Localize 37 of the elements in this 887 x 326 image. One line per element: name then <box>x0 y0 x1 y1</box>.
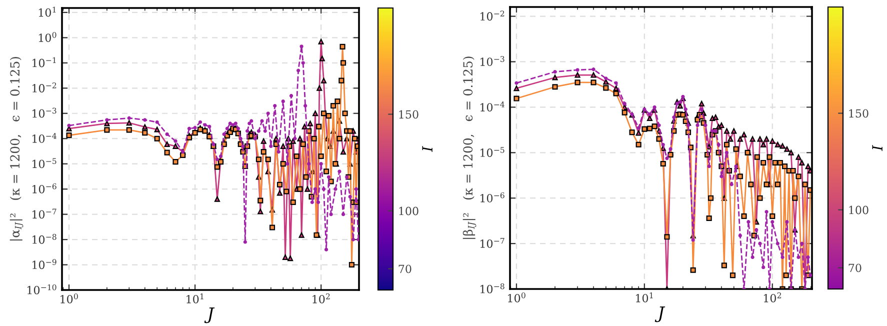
y-tick-label: 10$^{−8}$ <box>32 234 56 244</box>
y-tick-label: 10$^{−5}$ <box>32 158 56 168</box>
x-tick-label: 10$^{2}$ <box>764 292 782 302</box>
y-tick-label: 10$^{−6}$ <box>32 183 56 194</box>
color-bar-title: I <box>422 146 432 152</box>
y-tick-label: 10$^{1}$ <box>38 6 56 17</box>
color-bar-label: 70 <box>848 264 862 272</box>
x-axis-title: J <box>654 306 666 322</box>
x-tick-label: 10$^{1}$ <box>636 292 653 302</box>
y-axis-title: |α$_{IJ}$|² (κ = 1200, ϵ = 0.125) <box>10 56 24 240</box>
x-tick-label: 10$^{0}$ <box>60 293 78 304</box>
y-tick-label: 10$^{−8}$ <box>480 283 504 294</box>
y-axis-title: |β$_{IJ}$|² (κ = 1200, ϵ = 0.125) <box>462 56 476 239</box>
y-tick-label: 10$^{−4}$ <box>32 132 56 143</box>
y-tick-label: 10$^{−6}$ <box>480 192 504 202</box>
y-tick-label: 10$^{−7}$ <box>32 208 56 219</box>
y-tick-label: 10$^{−1}$ <box>32 57 56 68</box>
x-tick-label: 10$^{2}$ <box>312 293 330 304</box>
y-tick-label: 10$^{−3}$ <box>480 56 504 66</box>
y-tick-label: 10$^{−4}$ <box>480 102 504 112</box>
color-bar-label: 70 <box>398 264 412 274</box>
y-tick-label: 10$^{−7}$ <box>480 238 504 248</box>
x-axis-title: J <box>204 308 215 324</box>
y-tick-label: 10$^{−2}$ <box>480 10 504 21</box>
color-bar-label: 100 <box>399 206 418 216</box>
y-tick-label: 10$^{0}$ <box>38 32 56 42</box>
color-bar-label: 100 <box>849 206 868 214</box>
x-tick-label: 10$^{1}$ <box>186 293 204 304</box>
x-tick-label: 10$^{0}$ <box>508 292 526 302</box>
y-tick-label: 10$^{−5}$ <box>480 147 504 157</box>
y-tick-label: 10$^{−2}$ <box>32 82 56 92</box>
color-bar-title: I <box>872 145 882 151</box>
color-bar-label: 150 <box>399 110 418 119</box>
color-bar-label: 150 <box>849 109 868 118</box>
y-tick-label: 10$^{−10}$ <box>27 284 56 294</box>
y-tick-label: 10$^{−3}$ <box>32 108 56 118</box>
y-tick-label: 10$^{−9}$ <box>32 259 56 270</box>
